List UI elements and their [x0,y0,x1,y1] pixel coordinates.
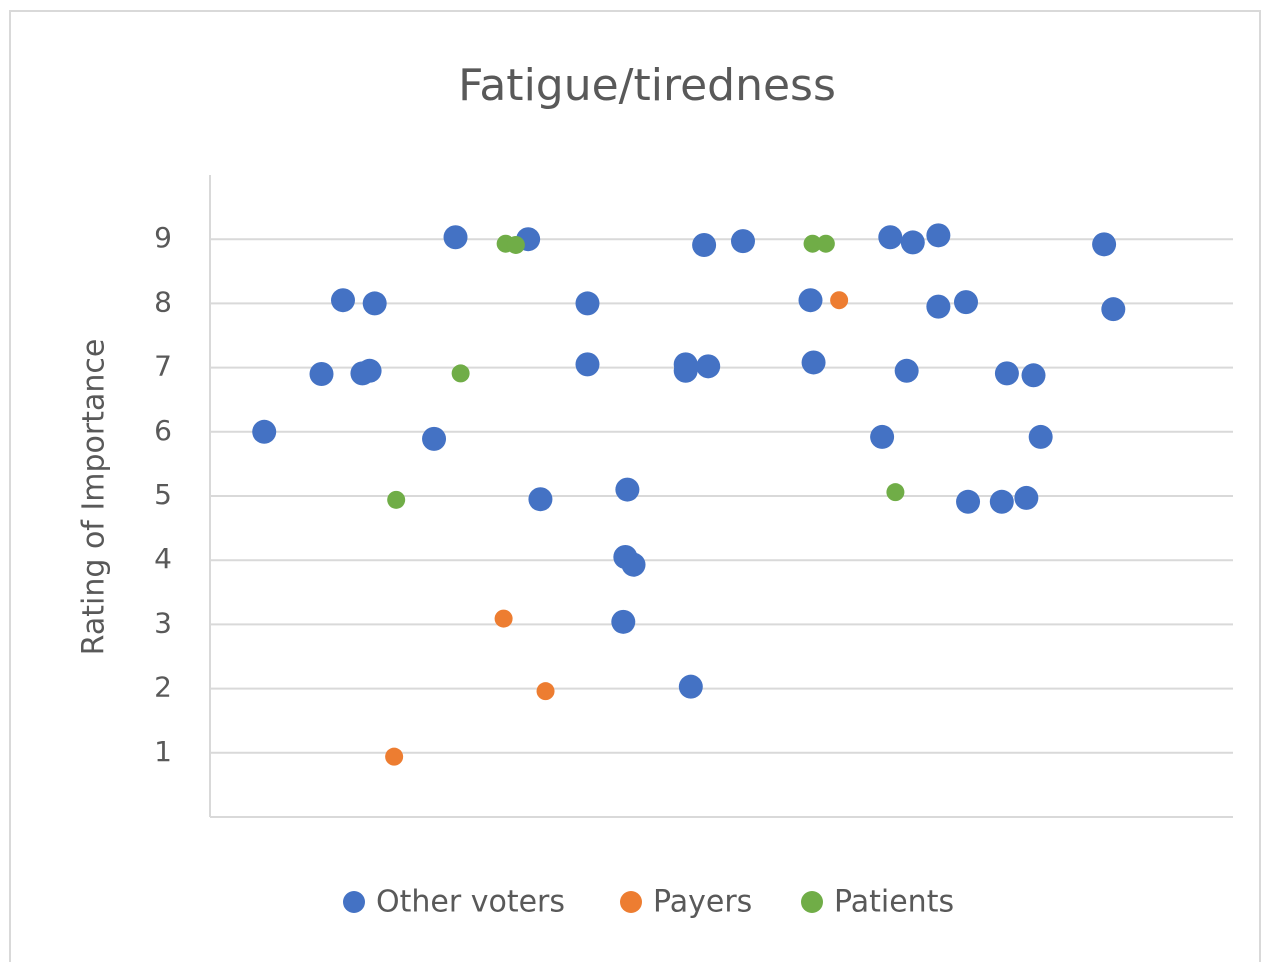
y-tick-label: 2 [154,671,172,704]
point [385,747,404,766]
legend-label: Other voters [376,885,565,920]
point [803,234,822,253]
point [894,358,919,383]
legend-marker [801,891,823,913]
y-tick-label: 6 [154,414,172,447]
point [956,489,981,514]
chart-title: Fatigue/tiredness [458,60,836,111]
point [357,358,382,383]
point [528,487,553,512]
point [536,682,555,701]
point [575,291,600,316]
y-tick-label: 1 [154,735,172,768]
point [886,483,905,502]
y-tick-label: 4 [154,542,172,575]
point [730,229,755,254]
point [692,232,717,257]
point [801,350,826,375]
point [1092,232,1117,257]
y-tick-label: 7 [154,350,172,383]
point [506,235,525,254]
point [309,362,334,387]
point [1014,485,1039,510]
legend-label: Payers [653,885,752,920]
point [673,358,698,383]
y-tick-label: 8 [154,285,172,318]
point [696,354,721,379]
legend-label: Patients [834,885,954,920]
legend-marker [620,891,642,913]
point [798,288,823,313]
point [615,477,640,502]
point [1101,297,1126,322]
point [575,352,600,377]
point [422,426,447,451]
point [870,424,895,449]
point [387,490,406,509]
point [494,609,513,628]
point [1021,363,1046,388]
chart-border [9,10,1261,962]
point [953,290,978,315]
point [678,674,703,699]
y-tick-label: 9 [154,221,172,254]
point [989,489,1014,514]
point [252,419,277,444]
point [926,223,951,248]
point [330,288,355,313]
y-tick-label: 3 [154,606,172,639]
point [816,234,835,253]
point [611,609,636,634]
point [830,291,849,310]
point [362,291,387,316]
point [451,364,470,383]
y-tick-label: 5 [154,478,172,511]
point [900,230,925,255]
point [443,225,468,250]
point [926,294,951,319]
legend-marker [343,891,365,913]
point [994,361,1019,386]
point [621,552,646,577]
point [1028,424,1053,449]
y-axis-label: Rating of Importance [77,339,112,656]
point [878,225,903,250]
